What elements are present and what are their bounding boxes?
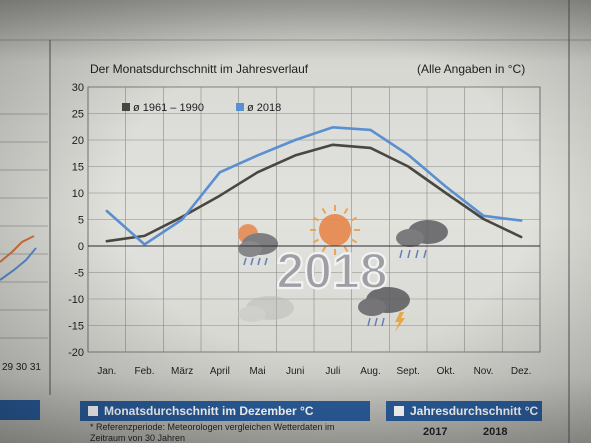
chart-grid bbox=[87, 86, 541, 353]
x-tick-labels: Jan. Feb. März April Mai Juni Juli Aug. Sept. Okt… bbox=[97, 366, 531, 377]
y-tick-label: -15 bbox=[68, 321, 84, 333]
series-layer bbox=[105, 126, 523, 246]
y-tick-label: 0 bbox=[78, 241, 84, 253]
x-tick-label: Aug. bbox=[360, 366, 381, 377]
chart-title: Der Monatsdurchschnitt im Jahresverlauf bbox=[90, 62, 309, 76]
y-tick-label: -10 bbox=[68, 294, 84, 306]
left-chart-fragment bbox=[0, 113, 48, 339]
y-tick-label: 10 bbox=[72, 188, 84, 200]
y-tick-label: 25 bbox=[72, 109, 84, 121]
x-tick-label: Sept. bbox=[396, 366, 419, 377]
december-section-bar: Monatsdurchschnitt im Dezember °C bbox=[80, 401, 370, 421]
storm-cloud-icon bbox=[358, 287, 410, 332]
x-tick-label: März bbox=[171, 366, 193, 377]
december-section-title: Monatsdurchschnitt im Dezember °C bbox=[104, 404, 314, 418]
legend-label: ø 2018 bbox=[247, 102, 281, 114]
y-tick-label: 30 bbox=[72, 82, 84, 94]
y-tick-label: -5 bbox=[74, 268, 84, 280]
x-tick-label: Jan. bbox=[97, 366, 116, 377]
sun-cloud-rain-icon bbox=[238, 224, 278, 266]
legend-swatch bbox=[122, 103, 130, 111]
unit-note: (Alle Angaben in °C) bbox=[417, 62, 526, 76]
year-label-2017: 2017 bbox=[423, 426, 448, 438]
december-note-line-1: * Referenzperiode: Meteorologen vergleic… bbox=[90, 422, 335, 432]
legend-swatch bbox=[236, 103, 244, 111]
x-tick-label: Juni bbox=[286, 366, 304, 377]
cloud-icon bbox=[238, 296, 294, 322]
y-tick-label: 15 bbox=[72, 162, 84, 174]
left-tick-label: 29 bbox=[2, 362, 14, 373]
chart-legend: ø 1961 – 1990 ø 2018 bbox=[122, 102, 281, 114]
cloud-rain-icon bbox=[396, 220, 448, 259]
x-tick-label: Okt. bbox=[437, 366, 455, 377]
sun-icon bbox=[310, 205, 360, 255]
december-note-line-2: Zeitraum von 30 Jahren bbox=[90, 433, 186, 443]
y-tick-labels: 30 25 20 15 10 5 0 -5 -10 -15 -20 bbox=[68, 82, 84, 359]
left-section-bar bbox=[0, 400, 40, 420]
weather-decoration: 2018 bbox=[238, 205, 448, 332]
y-tick-label: 5 bbox=[78, 215, 84, 227]
x-tick-label: Feb. bbox=[134, 366, 154, 377]
yearly-section-bar: Jahresdurchschnitt °C bbox=[386, 401, 542, 421]
left-chart-ticks: 29 30 31 bbox=[2, 362, 41, 373]
yearly-section-title: Jahresdurchschnitt °C bbox=[410, 404, 539, 418]
left-tick-label: 31 bbox=[29, 362, 41, 373]
x-tick-label: April bbox=[210, 366, 230, 377]
x-tick-label: Mai bbox=[249, 366, 265, 377]
year-emblem: 2018 bbox=[276, 243, 387, 299]
x-tick-label: Nov. bbox=[474, 366, 494, 377]
series-line-reference bbox=[105, 143, 523, 243]
y-tick-label: 20 bbox=[72, 135, 84, 147]
series-line-2018 bbox=[105, 126, 523, 246]
y-tick-label: -20 bbox=[68, 347, 84, 359]
left-chart-series-blue bbox=[0, 247, 37, 281]
left-tick-label: 30 bbox=[15, 362, 28, 373]
left-chart-series-orange bbox=[0, 235, 35, 263]
x-tick-label: Juli bbox=[325, 366, 340, 377]
legend-label: ø 1961 – 1990 bbox=[133, 102, 204, 114]
section-square-icon bbox=[88, 406, 98, 416]
year-label-2018: 2018 bbox=[483, 426, 508, 438]
x-tick-label: Dez. bbox=[511, 366, 532, 377]
section-square-icon bbox=[394, 406, 404, 416]
